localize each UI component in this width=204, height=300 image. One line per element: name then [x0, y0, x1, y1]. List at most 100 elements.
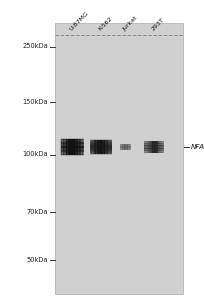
Bar — [90, 152, 112, 153]
Bar — [72, 139, 73, 155]
Bar — [80, 139, 81, 155]
Bar — [78, 139, 79, 155]
Bar — [106, 140, 107, 154]
Bar — [101, 140, 102, 154]
Bar — [90, 148, 112, 149]
Bar — [61, 141, 84, 142]
Bar — [144, 147, 164, 148]
Bar — [144, 145, 164, 146]
Bar — [144, 151, 164, 152]
Bar — [159, 141, 160, 153]
Bar — [144, 146, 164, 147]
Bar — [61, 145, 84, 146]
Bar — [68, 139, 69, 155]
Bar — [148, 141, 149, 153]
Bar — [61, 142, 84, 143]
Bar — [93, 140, 94, 154]
Bar — [120, 145, 131, 146]
Bar — [61, 138, 84, 139]
Bar — [61, 149, 84, 150]
Bar — [95, 140, 96, 154]
Bar — [82, 139, 83, 155]
Text: U-87MG: U-87MG — [69, 11, 90, 32]
Bar — [90, 146, 112, 147]
Text: 100kDa: 100kDa — [22, 152, 48, 158]
Bar — [144, 141, 164, 142]
Bar — [91, 140, 92, 154]
Bar — [120, 144, 131, 145]
Bar — [76, 139, 77, 155]
Bar — [61, 145, 84, 146]
Bar — [153, 141, 154, 153]
Bar — [158, 141, 159, 153]
Bar — [71, 139, 72, 155]
Bar — [80, 139, 81, 155]
Bar — [64, 139, 65, 155]
Bar — [65, 139, 66, 155]
Bar — [144, 147, 164, 148]
Text: 250kDa: 250kDa — [22, 44, 48, 50]
Bar — [92, 140, 93, 154]
Bar — [97, 140, 98, 154]
Bar — [82, 139, 83, 155]
Bar — [61, 150, 84, 151]
Bar — [71, 139, 72, 155]
Bar — [120, 149, 131, 150]
Bar — [156, 141, 157, 153]
Bar — [154, 141, 155, 153]
Bar — [55, 22, 183, 294]
Bar — [146, 141, 147, 153]
Bar — [105, 140, 106, 154]
Bar — [120, 143, 131, 144]
Bar — [120, 146, 131, 147]
Bar — [77, 139, 78, 155]
Bar — [152, 141, 153, 153]
Bar — [90, 150, 112, 151]
Bar — [61, 147, 84, 148]
Bar — [147, 141, 148, 153]
Bar — [120, 149, 131, 150]
Bar — [61, 154, 84, 155]
Bar — [90, 141, 112, 142]
Bar — [147, 141, 148, 153]
Bar — [73, 139, 74, 155]
Bar — [63, 139, 64, 155]
Bar — [90, 153, 112, 154]
Bar — [155, 141, 156, 153]
Bar — [120, 147, 131, 148]
Bar — [111, 140, 112, 154]
Bar — [99, 140, 100, 154]
Bar — [61, 148, 84, 149]
Bar — [144, 151, 164, 152]
Bar — [110, 140, 111, 154]
Bar — [90, 149, 112, 150]
Bar — [61, 153, 84, 154]
Bar — [108, 140, 109, 154]
Bar — [90, 140, 91, 154]
Bar — [144, 146, 164, 147]
Bar — [155, 141, 156, 153]
Bar — [105, 140, 106, 154]
Bar — [104, 140, 105, 154]
Bar — [62, 139, 63, 155]
Bar — [103, 140, 104, 154]
Bar — [151, 141, 152, 153]
Bar — [75, 139, 76, 155]
Bar — [92, 140, 93, 154]
Bar — [153, 141, 154, 153]
Bar — [69, 139, 70, 155]
Bar — [120, 146, 131, 147]
Bar — [90, 144, 112, 145]
Bar — [158, 141, 159, 153]
Bar — [154, 141, 155, 153]
Bar — [149, 141, 150, 153]
Bar — [144, 152, 164, 153]
Bar — [90, 147, 112, 148]
Bar — [65, 139, 66, 155]
Bar — [91, 140, 92, 154]
Bar — [69, 139, 70, 155]
Bar — [144, 148, 164, 149]
Text: 293T: 293T — [151, 17, 165, 32]
Bar — [144, 141, 145, 153]
Bar — [73, 139, 74, 155]
